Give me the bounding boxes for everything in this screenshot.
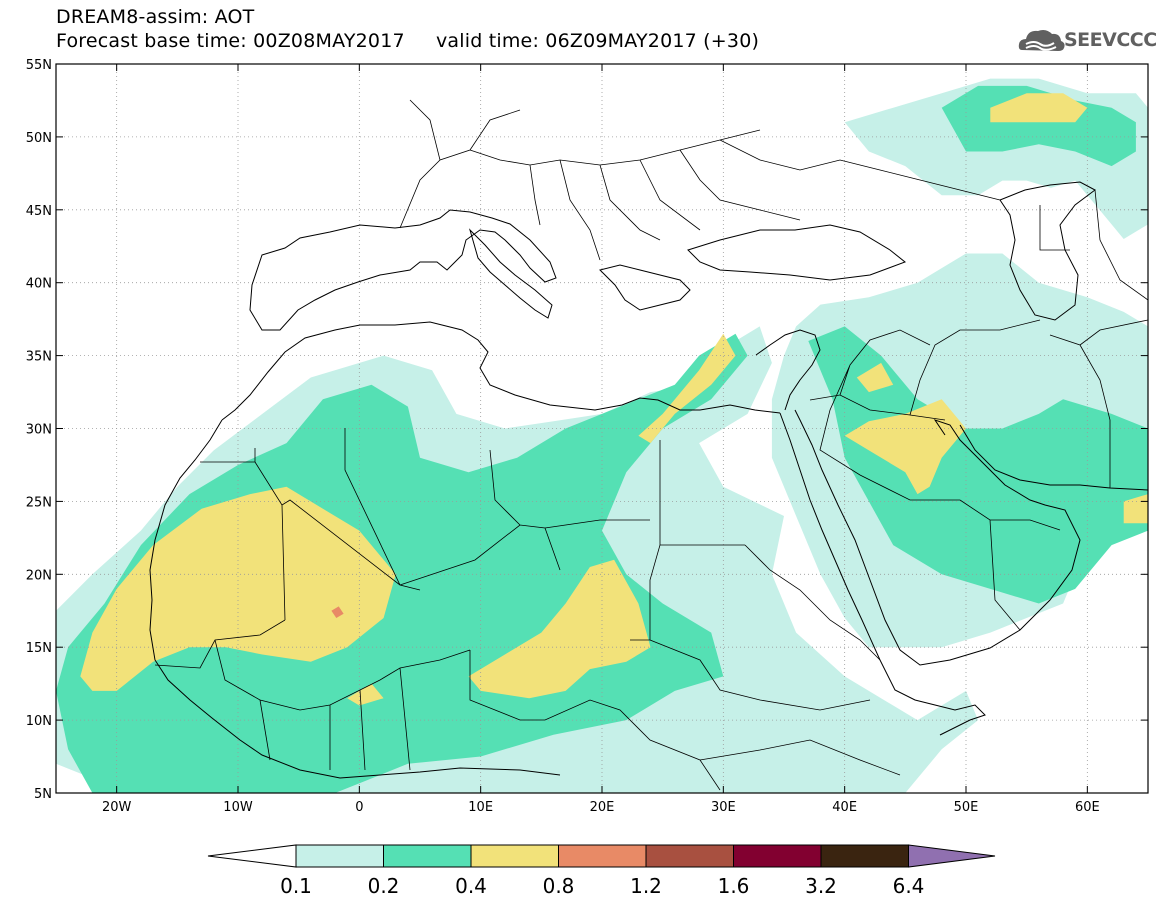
lon-tick-label: 20W — [102, 800, 132, 815]
coastline-levant — [755, 329, 821, 411]
lat-tick-label: 35N — [26, 350, 52, 365]
lon-tick-label: 10W — [223, 800, 253, 815]
borders-middle-east — [809, 319, 1111, 631]
coastline-north-africa — [221, 321, 781, 421]
lon-tick-label: 20E — [590, 800, 615, 815]
lat-tick-label: 45N — [26, 204, 52, 219]
borders-sahara — [200, 428, 745, 641]
aot-0.4-chad — [468, 559, 651, 699]
lat-tick-label: 55N — [26, 58, 52, 73]
aot-0.4-kazakh — [990, 93, 1088, 123]
borders-central-asia — [1039, 189, 1148, 346]
aot-0.2-arabia — [808, 326, 1148, 604]
lat-tick-label: 50N — [26, 131, 52, 146]
colorbar-segment — [558, 844, 647, 868]
borders-west-africa — [154, 619, 721, 791]
colorbar-segment — [733, 844, 822, 868]
coastline-west-africa — [149, 419, 561, 779]
borders-east-africa — [649, 544, 901, 776]
map-title: DREAM8-assim: AOT — [56, 6, 255, 28]
borders-europe — [399, 99, 1001, 261]
colorbar-arrow-high — [908, 844, 996, 868]
aot-0.4-mesopotamia — [844, 399, 966, 495]
lat-tick-label: 40N — [26, 277, 52, 292]
lon-tick-label: 30E — [711, 800, 736, 815]
colorbar-segment — [295, 844, 384, 868]
colorbar-segment — [470, 844, 559, 868]
cloud-icon — [1018, 30, 1065, 51]
lon-tick-label: 10E — [468, 800, 493, 815]
coastline-iran — [959, 424, 1148, 491]
lat-tick-label: 5N — [34, 787, 52, 802]
aot-0.4-nigeria-spot — [347, 683, 384, 706]
coastline-europe — [249, 209, 557, 331]
aot-0.8-mauritania-spot — [331, 606, 344, 618]
coastline-greece — [599, 264, 691, 311]
lon-tick-label: 40E — [832, 800, 857, 815]
coastline-arabia — [794, 409, 1081, 666]
lon-tick-label: 60E — [1075, 800, 1100, 815]
lat-tick-label: 15N — [26, 641, 52, 656]
colorbar-label: 1.2 — [630, 874, 662, 898]
colorbar-segment — [645, 844, 734, 868]
colorbar-label: 0.1 — [280, 874, 312, 898]
lat-tick-label: 10N — [26, 714, 52, 729]
lon-tick-label: 50E — [954, 800, 979, 815]
colorbar-label: 1.6 — [718, 874, 750, 898]
aot-0.2-caspian-north — [941, 85, 1136, 167]
colorbar-label: 3.2 — [805, 874, 837, 898]
colorbar-label: 0.2 — [368, 874, 400, 898]
colorbar-label: 0.8 — [543, 874, 575, 898]
colorbar-label: 6.4 — [893, 874, 925, 898]
coastline-italy — [468, 228, 553, 319]
coastline-black-sea — [687, 224, 907, 281]
colorbar-label: 0.4 — [455, 874, 487, 898]
colorbar-segment — [383, 844, 472, 868]
forecast-time-info: Forecast base time: 00Z08MAY2017 valid t… — [56, 30, 760, 52]
lat-tick-label: 30N — [26, 423, 52, 438]
colorbar-segment — [820, 844, 909, 868]
colorbar-arrow-low — [207, 844, 297, 868]
lon-tick-label: 0 — [355, 800, 363, 815]
coastline-caspian — [999, 181, 1096, 321]
aot-0.4-egypt-coast — [638, 333, 736, 444]
logo-text: SEEVCCC — [1064, 29, 1157, 51]
aot-0.4-iraq-spot — [856, 362, 894, 393]
lat-tick-label: 20N — [26, 568, 52, 583]
lat-tick-label: 25N — [26, 495, 52, 510]
